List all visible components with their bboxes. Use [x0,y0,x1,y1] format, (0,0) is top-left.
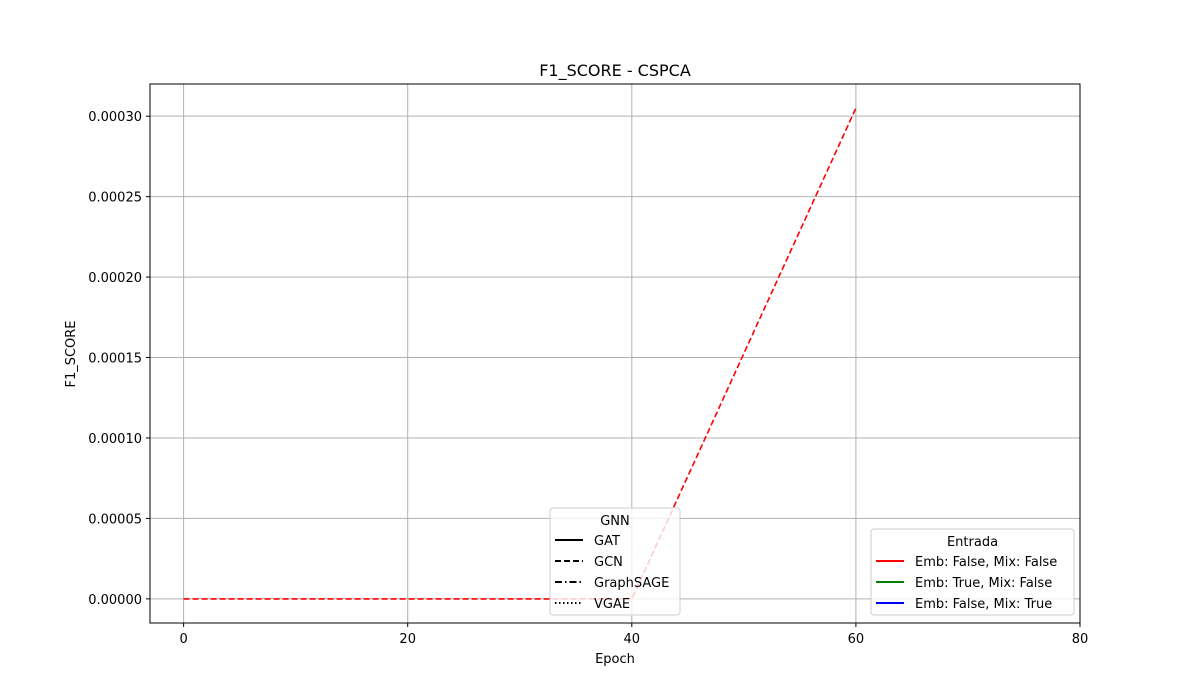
y-tick-label: 0.00015 [88,352,142,367]
legend-entry-label: GAT [594,534,620,549]
x-tick-label: 40 [624,632,641,647]
y-tick-label: 0.00030 [88,110,142,125]
series-layer [183,107,857,600]
legend-title: Entrada [947,535,998,550]
plot-frame [149,83,1081,624]
y-tick-label: 0.00000 [88,593,142,608]
x-tick-label: 60 [848,632,865,647]
legend-entry-label: Emb: False, Mix: False [915,555,1057,570]
chart-title: F1_SCORE - CSPCA [539,61,691,81]
y-tick-label: 0.00020 [88,271,142,286]
legend-box [870,528,1075,616]
x-tick-label: 0 [179,632,187,647]
y-tick-label: 0.00025 [88,191,142,206]
legend-entry-label: Emb: False, Mix: True [915,597,1052,612]
legend-entrada: Entrada Emb: False, Mix: False Emb: True, … [870,528,1075,616]
legend-entry-label: VGAE [594,597,630,612]
y-tick-label: 0.00005 [88,512,142,527]
legend-title: GNN [600,514,630,529]
x-axis-label: Epoch [595,652,635,667]
y-tick-label: 0.00010 [88,432,142,447]
y-axis-label: F1_SCORE [64,320,79,387]
x-tick-label: 20 [399,632,416,647]
ticks: 0 20 40 60 80 0.00000 0.00005 0.00010 0.00015 0.0… [88,110,1088,647]
legend-entry-label: GCN [594,555,623,570]
series-line-0 [183,107,857,600]
legend-entry-label: GraphSAGE [594,576,669,591]
legend-gnn: GNN GAT GCN GraphSAGE VGAE [549,507,681,616]
x-tick-label: 80 [1072,632,1089,647]
legend-box [549,507,681,616]
legend-entry-label: Emb: True, Mix: False [915,576,1052,591]
